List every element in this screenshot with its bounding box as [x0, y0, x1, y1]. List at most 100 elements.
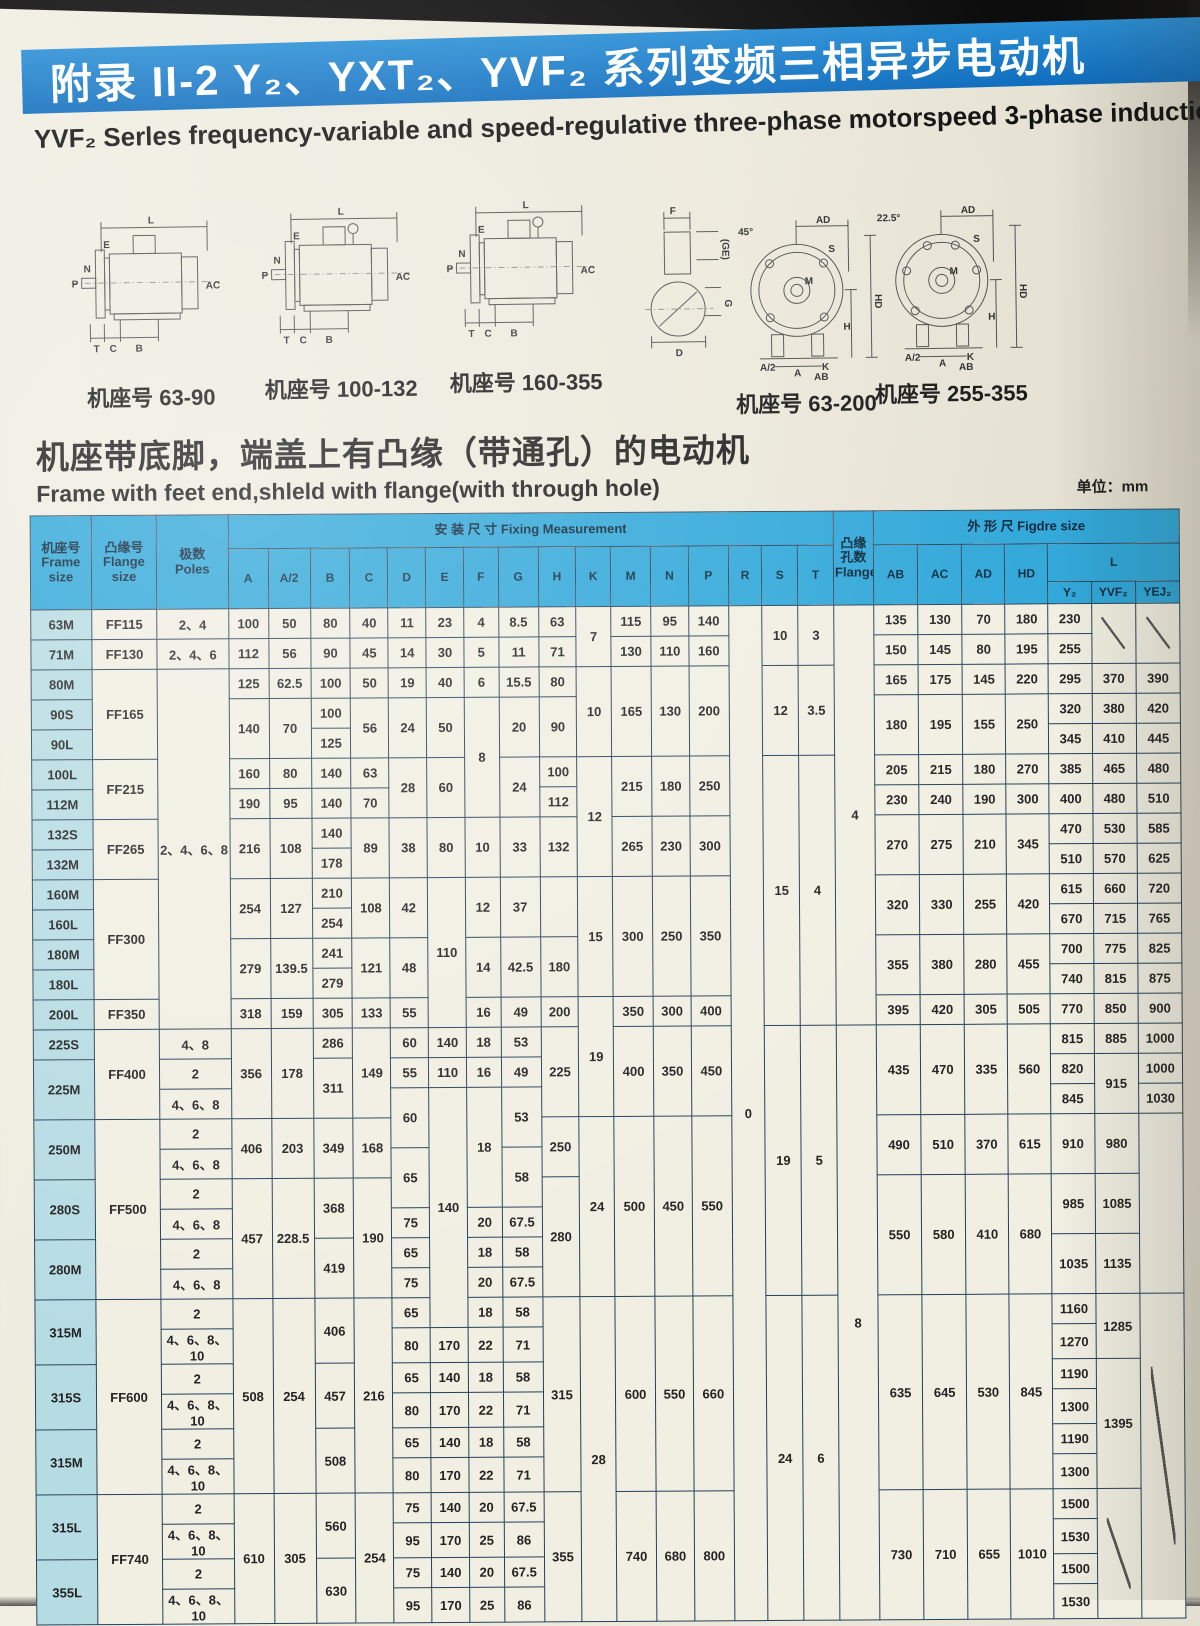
dim-cell: 370 — [965, 1114, 1008, 1174]
dim-cell: 95 — [269, 788, 311, 818]
dim-cell: 58 — [503, 1427, 543, 1457]
dim-cell: 4 — [464, 607, 499, 637]
dim-cell: 4、8 — [159, 1029, 231, 1059]
dim-cell: 505 — [1007, 994, 1050, 1024]
dim-cell: 645 — [922, 1294, 967, 1489]
dim-cell: 300 — [1006, 784, 1049, 814]
dim-cell: 1500 — [1054, 1489, 1097, 1519]
dim-cell: 100 — [311, 668, 351, 698]
dim-cell: 4、6、8 — [161, 1269, 233, 1299]
dim-cell: 180 — [963, 754, 1006, 784]
dim-cell: 280 — [542, 1177, 581, 1297]
header-col-L-sub: Y₂ — [1048, 582, 1091, 604]
dim-cell: 885 — [1094, 1023, 1138, 1053]
dim-label: T — [94, 344, 100, 355]
dim-cell: 410 — [965, 1174, 1009, 1294]
dim-cell: 1135 — [1095, 1233, 1140, 1293]
dim-cell: 133 — [353, 998, 391, 1028]
slash-cell — [1135, 603, 1180, 663]
dim-cell: 190 — [229, 789, 269, 819]
dim-cell: 145 — [918, 634, 962, 664]
dim-cell: 740 — [1050, 964, 1093, 994]
dim-cell: 50 — [268, 608, 310, 638]
dim-cell: 108 — [269, 818, 311, 878]
header-col-P: P — [688, 546, 728, 606]
dim-cell: 254 — [272, 1298, 315, 1493]
dim-cell: 915 — [1094, 1053, 1139, 1113]
dim-cell: 2 — [163, 1559, 235, 1589]
dim-cell: 60 — [391, 1088, 429, 1148]
dim-cell: 550 — [655, 1296, 694, 1491]
dim-cell: 1190 — [1053, 1359, 1096, 1389]
dim-cell: 311 — [313, 1058, 353, 1118]
dim-cell: FF300 — [93, 879, 159, 999]
dim-cell: 112 — [228, 639, 268, 669]
dim-cell: 63 — [538, 607, 576, 637]
dim-cell: 465 — [1092, 753, 1136, 783]
dim-cell: 65 — [391, 1148, 429, 1208]
dim-cell: 600 — [615, 1296, 656, 1491]
dim-cell: 178 — [312, 848, 352, 878]
dim-cell: 1300 — [1053, 1389, 1096, 1424]
dim-label: A/2 — [905, 353, 921, 364]
motor-front-view-255-355: 22.5° AD S M H HD A/2 K A AB 机座号 255-355 — [869, 201, 1032, 409]
slash-cell — [1097, 1488, 1142, 1618]
dim-cell: 24 — [389, 698, 427, 758]
dim-cell: 1030 — [1138, 1083, 1183, 1113]
frame-size-cell: 132M — [32, 850, 93, 880]
header-poles: 极数 Poles — [156, 515, 228, 609]
dim-cell: 45 — [350, 638, 388, 668]
dim-cell: 75 — [392, 1208, 430, 1238]
dim-label: AD — [816, 215, 831, 226]
dim-cell: 241 — [312, 938, 352, 968]
dim-cell: 286 — [313, 1028, 353, 1058]
dim-cell: 320 — [1049, 694, 1092, 724]
dim-cell: 15.5 — [499, 667, 539, 697]
frame-size-cell: 225S — [33, 1030, 94, 1060]
dim-cell: 58 — [502, 1237, 542, 1267]
dim-cell: 356 — [231, 1029, 271, 1119]
dim-cell: 615 — [1050, 874, 1093, 904]
dim-cell: 180 — [874, 695, 919, 755]
dim-cell: 86 — [504, 1522, 544, 1557]
header-col-C: C — [350, 548, 388, 608]
dim-cell: 60 — [427, 757, 465, 817]
header-frame-size: 机座号 Frame size — [30, 516, 92, 610]
diagram-caption: 机座号 63-90 — [61, 379, 241, 414]
dim-cell: 345 — [1049, 724, 1092, 754]
dim-cell: 4、6、8、10 — [162, 1459, 234, 1494]
diagram-caption: 机座号 100-132 — [251, 371, 431, 406]
dim-cell: 470 — [1049, 814, 1092, 844]
dim-cell: 125 — [229, 669, 269, 699]
dim-label: N — [458, 249, 465, 260]
dim-cell: 560 — [316, 1493, 356, 1558]
frame-size-cell: 132S — [32, 820, 93, 850]
dim-label: AB — [814, 372, 829, 383]
frame-size-cell: 315L — [36, 1495, 97, 1560]
dim-cell: 255 — [964, 874, 1007, 934]
dim-cell: 250 — [541, 1117, 579, 1177]
dim-cell: 175 — [918, 664, 962, 694]
dim-cell: 355 — [544, 1492, 583, 1622]
dim-label: P — [446, 264, 453, 275]
dim-cell: 370 — [1092, 663, 1136, 693]
dim-cell: 550 — [692, 1116, 733, 1296]
dim-label: P — [262, 271, 269, 282]
dim-cell: 825 — [1137, 933, 1182, 963]
dim-cell: 350 — [653, 1026, 691, 1116]
dim-cell: 140 — [430, 1362, 468, 1392]
dim-cell: 20 — [499, 697, 539, 757]
dim-cell: 16 — [466, 1057, 501, 1087]
dim-cell: 16 — [466, 997, 501, 1027]
dim-cell: 140 — [431, 1427, 469, 1457]
header-col-AC: AC — [917, 544, 962, 604]
dim-cell: 15 — [578, 876, 613, 996]
dim-cell: 216 — [354, 1298, 393, 1493]
dim-cell: 22 — [468, 1392, 503, 1427]
dim-cell: 130 — [651, 666, 689, 756]
dim-cell: 730 — [879, 1490, 924, 1620]
dim-cell: 300 — [612, 876, 653, 996]
frame-size-cell: 80M — [31, 670, 92, 700]
dim-cell: 70 — [351, 788, 389, 818]
dim-cell: 2、4、6、8 — [157, 669, 231, 1029]
